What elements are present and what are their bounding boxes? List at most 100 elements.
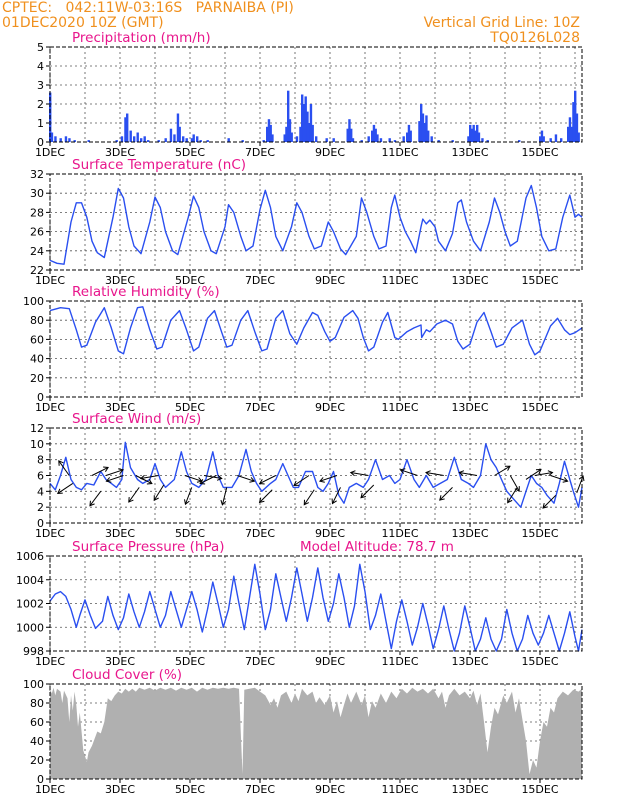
pres-xtick-label: 15DEC xyxy=(521,655,558,668)
temp-ytick-label: 28 xyxy=(30,206,44,219)
cloud-frame xyxy=(49,683,583,780)
cloud-ytick-label: 20 xyxy=(30,754,44,767)
wind-ytick-label: 4 xyxy=(37,485,44,498)
wind-vector-arrowhead xyxy=(128,496,134,503)
wind-vector-arrowhead xyxy=(293,480,300,487)
precip-bar xyxy=(192,134,195,142)
precip-bar xyxy=(54,136,57,142)
precip-bar xyxy=(133,136,136,142)
wind-vector-arrow xyxy=(106,475,124,482)
wind-vector-arrow xyxy=(153,484,165,501)
temp-frame xyxy=(49,173,583,271)
pres-line xyxy=(49,563,583,652)
precip-bar xyxy=(467,136,470,142)
precip-bar xyxy=(311,124,314,142)
precip-bar xyxy=(269,124,272,142)
precip-ytick-label: 2 xyxy=(37,98,44,111)
wind-vector-arrow xyxy=(89,491,102,507)
wind-vector-arrowhead xyxy=(458,470,465,477)
wind-vector-arrow xyxy=(221,487,228,505)
cloud-xtick-label: 3DEC xyxy=(105,783,135,796)
rh-ytick-label: 40 xyxy=(30,353,44,366)
rh-xtick-label: 7DEC xyxy=(245,401,275,414)
temp-xtick-label: 11DEC xyxy=(381,274,418,287)
precip-bar xyxy=(196,136,199,142)
temp-ytick-label: 24 xyxy=(30,245,44,258)
precip-xtick-label: 3DEC xyxy=(105,146,135,159)
wind-vector-arrowhead xyxy=(56,488,63,494)
temp-xtick-label: 15DEC xyxy=(521,274,558,287)
wind-ytick-label: 0 xyxy=(37,517,44,530)
wind-vector-arrow xyxy=(293,475,310,486)
cloud-xtick-label: 7DEC xyxy=(245,783,275,796)
wind-vector-arrow xyxy=(128,487,140,503)
precip-bar xyxy=(367,136,370,142)
wind-ytick-label: 10 xyxy=(30,438,44,451)
precip-bar xyxy=(285,126,288,142)
wind-vector-arrow xyxy=(199,475,217,484)
wind-xtick-label: 3DEC xyxy=(105,527,135,540)
cloud-xtick-label: 15DEC xyxy=(521,783,558,796)
precip-ytick-label: 1 xyxy=(37,117,44,130)
rh-ytick-label: 0 xyxy=(37,391,44,404)
precip-bar xyxy=(267,119,271,142)
precip-bar xyxy=(425,115,428,142)
precip-bar xyxy=(451,140,454,142)
precip-bar xyxy=(129,130,132,142)
precip-bar xyxy=(577,132,580,142)
grid-note: Vertical Grid Line: 10Z xyxy=(423,15,580,31)
wind-vector-arrow xyxy=(542,494,557,509)
precip-bar xyxy=(176,113,180,142)
precip-bar xyxy=(470,128,474,142)
precip-bar xyxy=(50,132,54,142)
rh-xtick-label: 1DEC xyxy=(35,401,65,414)
wind-vector-arrowhead xyxy=(216,474,223,481)
wind-vector-arrowhead xyxy=(58,460,64,466)
rh-xtick-label: 15DEC xyxy=(521,401,558,414)
temp-ytick-label: 30 xyxy=(30,187,44,200)
wind-vector-arrowhead xyxy=(153,495,159,502)
precip-bar xyxy=(206,140,209,142)
precip-bar xyxy=(199,140,202,142)
precip-bar xyxy=(126,113,129,142)
precip-bar xyxy=(87,140,90,142)
rh-line xyxy=(49,306,583,356)
precip-bar xyxy=(420,104,423,142)
precip-bar xyxy=(560,138,563,142)
precip-bar xyxy=(147,140,150,142)
precip-ytick-label: 5 xyxy=(37,41,44,54)
wind-ytick-label: 12 xyxy=(30,422,44,435)
pres-xtick-label: 3DEC xyxy=(105,655,135,668)
wind-ytick-label: 6 xyxy=(37,470,44,483)
wind-vector-arrowhead xyxy=(103,466,109,472)
precip-bar xyxy=(332,138,335,142)
precip-bar xyxy=(437,140,440,142)
pres-xtick-label: 13DEC xyxy=(451,655,488,668)
precip-bar xyxy=(376,134,379,142)
wind-vector-arrowhead xyxy=(139,474,146,481)
wind-vector-arrow xyxy=(400,469,418,476)
cloud-ytick-label: 60 xyxy=(30,716,44,729)
precip-xtick-label: 11DEC xyxy=(381,146,418,159)
temp-xtick-label: 1DEC xyxy=(35,274,65,287)
wind-vector-arrowhead xyxy=(258,497,265,504)
precip-bar xyxy=(351,138,355,142)
wind-vector-arrow xyxy=(360,484,375,499)
cloud-xtick-label: 1DEC xyxy=(35,783,65,796)
wind-vector-arrowhead xyxy=(249,477,256,483)
wind-vector-arrowhead xyxy=(89,500,95,507)
precip-bar xyxy=(182,136,185,142)
precip-bar xyxy=(283,134,286,142)
rh-ytick-label: 60 xyxy=(30,333,44,346)
wind-vector-arrowhead xyxy=(146,479,153,485)
precip-bar xyxy=(407,124,411,142)
wind-vector-arrowhead xyxy=(507,497,513,504)
wind-ytick-label: 2 xyxy=(37,501,44,514)
precip-xtick-label: 1DEC xyxy=(35,146,65,159)
precip-bar xyxy=(287,90,290,142)
precip-xtick-label: 5DEC xyxy=(175,146,205,159)
wind-vector-arrowhead xyxy=(547,470,554,477)
precip-bar xyxy=(190,138,194,142)
wind-xtick-label: 7DEC xyxy=(245,527,275,540)
precip-ytick-label: 0 xyxy=(37,136,44,149)
